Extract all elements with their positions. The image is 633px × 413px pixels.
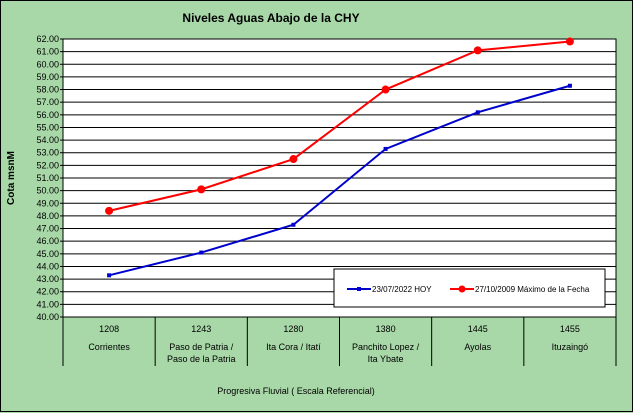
data-point	[107, 273, 112, 278]
legend-marker	[458, 285, 466, 293]
y-tick-label: 53.00	[36, 148, 59, 158]
legend-label: 27/10/2009 Máximo de la Fecha	[475, 285, 590, 294]
data-point	[197, 185, 206, 194]
data-point	[475, 110, 480, 115]
x-axis-categories: 1208 Corrientes 1243 Paso de Patria / Paso d…	[62, 317, 617, 366]
y-tick-label: 59.00	[36, 72, 59, 82]
category-name: Ita Ybate	[368, 354, 404, 364]
y-tick-label: 42.00	[36, 287, 59, 297]
data-point	[473, 46, 482, 55]
y-axis-label: Cota msnM	[6, 151, 17, 205]
y-tick-label: 51.00	[36, 173, 59, 183]
y-tick-label: 61.00	[36, 47, 59, 57]
series-lines	[105, 37, 574, 278]
category-name: Ayolas	[464, 342, 491, 352]
data-point	[289, 155, 298, 164]
y-tick-label: 44.00	[36, 261, 59, 271]
category-name: Ituzaingó	[552, 342, 589, 352]
series-line	[108, 40, 571, 212]
y-tick-label: 56.00	[36, 110, 59, 120]
data-point	[383, 146, 388, 151]
legend-label: 23/07/2022 HOY	[372, 285, 432, 294]
gridlines	[62, 38, 617, 318]
category-code: 1208	[99, 324, 119, 334]
category-name: Ita Cora / Itatí	[266, 342, 321, 352]
category-code: 1455	[560, 324, 580, 334]
data-point	[567, 83, 572, 88]
data-point	[291, 222, 296, 227]
data-point	[565, 37, 574, 46]
y-tick-label: 46.00	[36, 236, 59, 246]
y-tick-label: 60.00	[36, 59, 59, 69]
y-tick-label: 47.00	[36, 224, 59, 234]
y-tick-label: 48.00	[36, 211, 59, 221]
y-tick-label: 50.00	[36, 186, 59, 196]
series-line	[108, 84, 571, 277]
category-name: Paso de Patria /	[169, 342, 234, 352]
category-name: Panchito Lopez /	[352, 342, 420, 352]
y-tick-label: 45.00	[36, 249, 59, 259]
y-axis-ticks: 40.00 41.00 42.00 43.00 44.00 45.00 46.00 47.00…	[36, 34, 63, 322]
category-code: 1243	[191, 324, 211, 334]
category-code: 1380	[376, 324, 396, 334]
y-tick-label: 58.00	[36, 85, 59, 95]
data-point	[381, 85, 390, 94]
category-code: 1445	[468, 324, 488, 334]
y-tick-label: 43.00	[36, 274, 59, 284]
y-tick-label: 57.00	[36, 97, 59, 107]
y-tick-label: 62.00	[36, 34, 59, 44]
chart-title: Niveles Aguas Abajo de la CHY	[182, 11, 359, 25]
legend-marker	[357, 287, 361, 291]
category-name: Paso de la Patria	[167, 354, 236, 364]
y-tick-label: 54.00	[36, 135, 59, 145]
y-tick-label: 52.00	[36, 160, 59, 170]
x-axis-label: Progresiva Fluvial ( Escala Referencial)	[217, 386, 375, 396]
data-point	[199, 250, 204, 255]
y-tick-label: 49.00	[36, 198, 59, 208]
data-point	[105, 206, 114, 215]
category-code: 1280	[283, 324, 303, 334]
y-tick-label: 40.00	[36, 312, 59, 322]
y-tick-label: 41.00	[36, 299, 59, 309]
category-name: Corrientes	[88, 342, 130, 352]
legend: 23/07/2022 HOY 27/10/2009 Máximo de la Fe…	[333, 268, 606, 308]
y-tick-label: 55.00	[36, 122, 59, 132]
